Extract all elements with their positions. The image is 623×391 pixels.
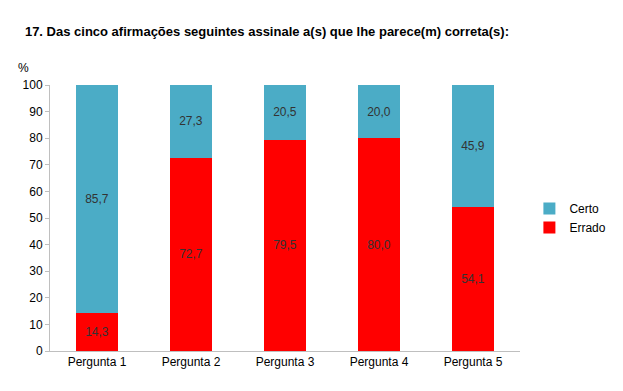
svg-text:20: 20 xyxy=(29,291,43,305)
svg-text:Errado: Errado xyxy=(569,221,605,235)
svg-text:Pergunta 5: Pergunta 5 xyxy=(444,355,503,369)
svg-text:50: 50 xyxy=(29,211,43,225)
svg-text:72,7: 72,7 xyxy=(179,247,203,261)
svg-text:Certo: Certo xyxy=(569,202,599,216)
svg-text:20,5: 20,5 xyxy=(273,105,297,119)
svg-text:40: 40 xyxy=(29,238,43,252)
svg-text:27,3: 27,3 xyxy=(179,114,203,128)
svg-text:85,7: 85,7 xyxy=(85,192,109,206)
svg-text:Pergunta 4: Pergunta 4 xyxy=(350,355,409,369)
svg-text:80: 80 xyxy=(29,131,43,145)
svg-text:Pergunta 1: Pergunta 1 xyxy=(68,355,127,369)
svg-text:17. Das cinco afirmações segui: 17. Das cinco afirmações seguintes assin… xyxy=(25,24,509,39)
svg-text:45,9: 45,9 xyxy=(461,139,485,153)
svg-text:20,0: 20,0 xyxy=(367,105,391,119)
svg-text:30: 30 xyxy=(29,264,43,278)
svg-text:10: 10 xyxy=(29,318,43,332)
svg-text:Pergunta 3: Pergunta 3 xyxy=(256,355,315,369)
svg-text:Pergunta 2: Pergunta 2 xyxy=(162,355,221,369)
svg-text:0: 0 xyxy=(36,344,43,358)
svg-text:14,3: 14,3 xyxy=(85,325,109,339)
svg-text:54,1: 54,1 xyxy=(461,272,485,286)
svg-text:79,5: 79,5 xyxy=(273,238,297,252)
svg-text:%: % xyxy=(18,61,29,75)
svg-text:80,0: 80,0 xyxy=(367,238,391,252)
svg-text:60: 60 xyxy=(29,185,43,199)
svg-text:90: 90 xyxy=(29,105,43,119)
svg-text:100: 100 xyxy=(23,78,43,92)
svg-text:70: 70 xyxy=(29,158,43,172)
